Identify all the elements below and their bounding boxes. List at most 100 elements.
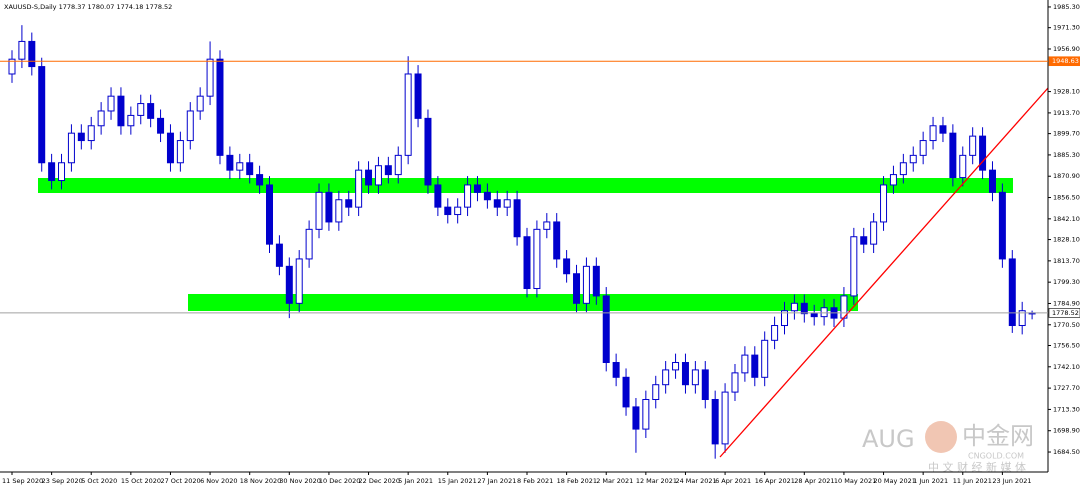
candle-body <box>345 199 353 208</box>
y-tick-label: 1713.30 <box>1053 405 1080 413</box>
candle-body <box>295 258 303 304</box>
candle-body <box>266 184 273 245</box>
candle-body <box>117 95 125 127</box>
candle-body <box>127 114 135 127</box>
y-tick-label: 1784.90 <box>1053 299 1080 307</box>
candle-body <box>582 265 590 304</box>
x-tick-label: 1 Jun 2021 <box>913 477 948 485</box>
candle-body <box>602 295 610 364</box>
candle-body <box>483 191 491 201</box>
candle-body <box>652 384 660 400</box>
price-level-label-box <box>1048 308 1080 318</box>
candle-body <box>939 125 947 134</box>
candle-body <box>48 162 56 182</box>
support-zone <box>188 294 858 311</box>
x-tick-label: 5 Oct 2020 <box>81 477 117 485</box>
candle-body <box>107 95 115 112</box>
y-tick-label: 1971.30 <box>1053 24 1080 32</box>
candle-body <box>701 369 709 400</box>
y-tick-label: 1799.30 <box>1053 278 1080 286</box>
y-tick-label: 1684.50 <box>1053 448 1080 456</box>
candle-body <box>800 302 808 315</box>
candle-body <box>563 258 571 275</box>
chart-title: XAUUSD-S,Daily 1778.37 1780.07 1774.18 1… <box>4 3 172 11</box>
candle-body <box>236 162 244 171</box>
candle-body <box>889 174 897 186</box>
candle-body <box>137 103 145 116</box>
candle-body <box>157 117 165 134</box>
candle-body <box>979 135 987 171</box>
watermark-text: 中 文 财 经 新 媒 体 <box>928 460 1026 474</box>
candle-body <box>315 191 323 230</box>
candle-body <box>810 313 818 318</box>
candle-body <box>721 391 729 445</box>
y-tick-label: 1698.90 <box>1053 427 1080 435</box>
candle-body <box>97 110 105 127</box>
x-tick-label: 24 Mar 2021 <box>675 477 716 485</box>
watermark-text: 中金网 <box>962 422 1034 450</box>
y-tick-label: 1913.70 <box>1053 109 1080 117</box>
y-tick-label: 1899.70 <box>1053 130 1080 138</box>
candle-body <box>325 191 333 223</box>
y-tick-label: 1870.90 <box>1053 172 1080 180</box>
price-level-label: 1778.52 <box>1052 309 1079 317</box>
logo <box>925 421 957 453</box>
y-tick-label: 1842.10 <box>1053 215 1080 223</box>
candle-body <box>176 140 184 164</box>
candle-body <box>216 58 224 156</box>
candle-body <box>1008 258 1016 327</box>
candle-body <box>275 243 283 267</box>
candle-body <box>384 165 392 176</box>
candle-body <box>196 95 204 112</box>
candle-body <box>473 184 481 193</box>
x-tick-label: 8 Feb 2021 <box>517 477 553 485</box>
price-level-label: 1948.63 <box>1052 57 1079 65</box>
x-tick-label: 10 Dec 2020 <box>319 477 361 485</box>
candle-body <box>256 174 264 186</box>
candle-body <box>305 228 313 260</box>
candle-body <box>394 154 402 176</box>
candle-body <box>919 140 927 156</box>
candle-body <box>186 110 194 142</box>
candle-body <box>691 369 699 386</box>
candle-body <box>899 162 907 176</box>
candle-body <box>612 362 620 378</box>
x-tick-label: 18 Nov 2020 <box>240 477 282 485</box>
candle-body <box>493 199 501 208</box>
candle-body <box>662 369 670 386</box>
candle-body <box>870 221 878 245</box>
candle-body <box>77 132 85 142</box>
y-tick-label: 1828.10 <box>1053 236 1080 244</box>
y-tick-label: 1742.10 <box>1053 363 1080 371</box>
x-tick-label: 27 Oct 2020 <box>160 477 200 485</box>
candle-body <box>355 169 363 208</box>
y-tick-label: 1856.50 <box>1053 194 1080 202</box>
candle-body <box>404 73 412 156</box>
candle-body <box>642 398 650 430</box>
candle-body <box>949 132 957 179</box>
candle-body <box>246 162 254 176</box>
candle-body <box>365 169 373 186</box>
y-tick-label: 1727.70 <box>1053 384 1080 392</box>
candle-body <box>147 103 155 119</box>
candle-body <box>28 40 36 68</box>
candle-body <box>969 135 977 156</box>
candle-body <box>988 169 996 193</box>
price-level-label-box <box>1048 56 1080 67</box>
x-tick-label: 11 Sep 2020 <box>2 477 43 485</box>
candle-body <box>444 206 452 216</box>
y-tick-label: 1813.70 <box>1053 257 1080 265</box>
candle-body <box>18 40 26 60</box>
candle-body <box>711 398 719 445</box>
x-tick-label: 16 Apr 2021 <box>755 477 795 485</box>
candle-body <box>771 325 779 341</box>
y-tick-label: 1885.30 <box>1053 151 1080 159</box>
watermark: AUG 中金网 CNGOLD.COM 中 文 财 经 新 媒 体 <box>862 421 1034 474</box>
y-tick-label: 1985.30 <box>1053 3 1080 11</box>
candle-body <box>513 199 521 238</box>
y-tick-label: 1770.50 <box>1053 321 1080 329</box>
x-tick-label: 15 Oct 2020 <box>121 477 161 485</box>
candles <box>8 25 1036 459</box>
y-tick-label: 1928.10 <box>1053 88 1080 96</box>
watermark-text: AUG <box>862 425 915 453</box>
